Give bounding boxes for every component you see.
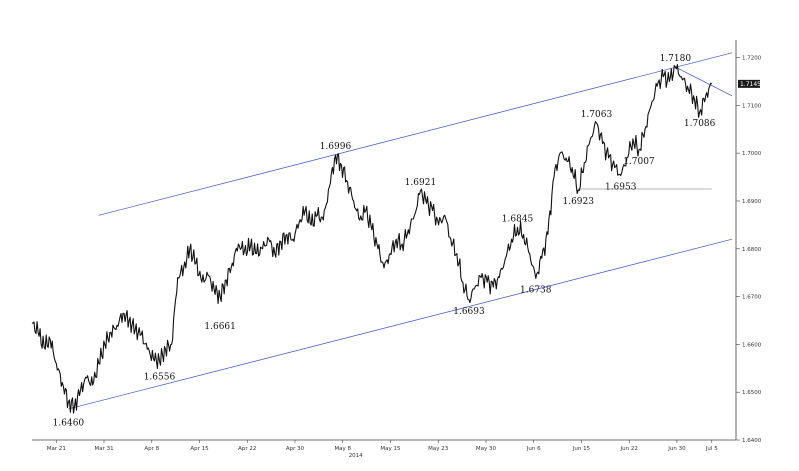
y-tick-label: 1.7200 (742, 56, 762, 62)
y-tick-label: 1.6600 (742, 342, 762, 348)
x-tick-label: May 30 (476, 446, 497, 452)
x-tick-label: Mar 21 (47, 446, 66, 452)
swing-label: 1.6953 (605, 183, 637, 193)
trend-line-2 (68, 238, 733, 410)
last-price-label: 1.7145 (740, 81, 761, 88)
x-tick-label: Apr 8 (144, 446, 159, 452)
x-tick-label: Jun 22 (620, 446, 638, 452)
x-tick-label: Apr 30 (286, 446, 305, 452)
x-tick-label: Apr 15 (190, 446, 209, 452)
last-price-box (738, 79, 760, 88)
x-tick-label: Jun 15 (572, 446, 591, 452)
swing-label: 1.6738 (520, 285, 552, 295)
swing-label: 1.6661 (204, 322, 236, 332)
y-axis: 1.6400 1.6500 1.6600 1.6700 1.6800 1.6900 1.70… (736, 56, 762, 444)
trend-line-4 (675, 66, 733, 97)
swing-label: 1.7063 (581, 110, 613, 120)
swing-labels: 1.6460 1.6556 1.6661 1.6996 1.6921 1.6693 1.68… (53, 54, 716, 428)
y-tick-label: 1.6400 (742, 438, 762, 444)
x-tick-label: Jun 6 (526, 446, 541, 452)
y-tick-label: 1.7100 (742, 103, 762, 109)
swing-label: 1.6460 (53, 418, 85, 428)
swing-label: 1.6845 (502, 214, 534, 224)
y-tick-label: 1.6800 (742, 247, 762, 253)
x-tick-label: Apr 22 (238, 446, 256, 452)
swing-label: 1.6923 (562, 197, 594, 207)
swing-label: 1.7007 (623, 157, 655, 167)
y-tick-label: 1.7000 (742, 151, 762, 157)
x-tick-label: May 8 (334, 446, 351, 452)
price-series (31, 64, 713, 414)
swing-label: 1.6996 (320, 142, 352, 152)
x-tick-label: Jul 5 (705, 446, 718, 452)
trend-lines (68, 52, 733, 410)
swing-label: 1.7086 (684, 119, 716, 129)
plot-frame (32, 40, 737, 441)
x-axis-year-label: 2014 (349, 453, 363, 459)
swing-label: 1.6556 (144, 372, 176, 382)
swing-label: 1.6921 (405, 178, 437, 188)
x-tick-label: May 15 (380, 446, 401, 452)
x-tick-label: May 23 (428, 446, 449, 452)
last-price-marker: 1.7145 (738, 79, 761, 88)
y-tick-label: 1.6700 (742, 295, 762, 301)
trend-line-1 (98, 52, 733, 216)
price-line (31, 64, 713, 414)
y-tick-label: 1.6900 (742, 199, 762, 205)
x-axis: Mar 21 Mar 31 Apr 8 Apr 15 Apr 22 Apr 30 May 8… (47, 440, 718, 452)
swing-label: 1.6693 (453, 307, 485, 317)
y-tick-label: 1.6500 (742, 390, 762, 396)
x-tick-label: Mar 31 (94, 446, 113, 452)
x-tick-label: Jun 30 (667, 446, 686, 452)
swing-label: 1.7180 (660, 54, 692, 64)
